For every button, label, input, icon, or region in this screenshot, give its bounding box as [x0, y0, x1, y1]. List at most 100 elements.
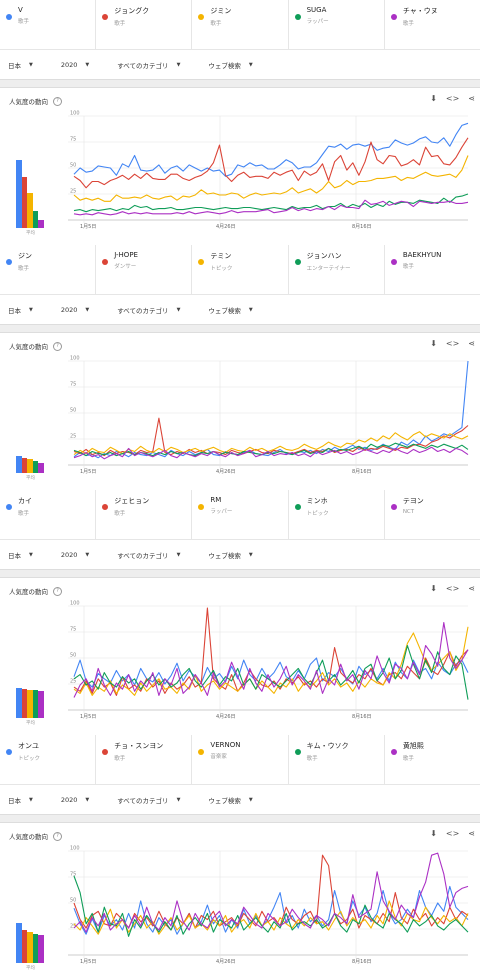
legend-term: ジン [18, 252, 32, 260]
embed-icon[interactable]: <> [445, 584, 460, 593]
help-icon[interactable]: ? [53, 586, 62, 596]
series-dot-icon [294, 504, 301, 510]
caret-down-icon: ▼ [85, 551, 90, 558]
y-tick-label: 50 [70, 898, 76, 904]
category-filter[interactable]: すべてのカテゴリ ▼ [117, 305, 180, 315]
average-label: 平均 [26, 966, 35, 971]
embed-icon[interactable]: <> [445, 94, 460, 103]
y-tick-label: 25 [70, 189, 76, 195]
y-tick-label: 75 [70, 137, 76, 143]
legend-item[interactable]: 黄旭熙 歌手 [385, 735, 480, 784]
search-type-filter[interactable]: ウェブ検索 ▼ [208, 795, 252, 805]
legend-item[interactable]: VERNON 音楽家 [192, 735, 289, 784]
legend-item[interactable]: ジェヒョン 歌手 [96, 490, 193, 539]
caret-down-icon: ▼ [248, 796, 253, 803]
legend-item[interactable]: オンユ トピック [0, 735, 97, 784]
category-filter[interactable]: すべてのカテゴリ ▼ [117, 550, 180, 560]
average-bar [27, 690, 33, 718]
comparison-legend: オンユ トピック チョ・スンヨン 歌手 VERNON 音楽家 キム・ウソク 歌手 黄旭熙 歌手 [0, 735, 480, 785]
x-tick-label: 8月16日 [352, 959, 372, 965]
legend-item[interactable]: チャ・ウヌ 歌手 [385, 0, 480, 49]
caret-down-icon: ▼ [85, 61, 90, 68]
region-filter[interactable]: 日本 ▼ [8, 305, 33, 315]
category-filter[interactable]: すべてのカテゴリ ▼ [117, 60, 180, 70]
legend-term: ジェヒョン [114, 497, 150, 505]
search-type-filter[interactable]: ウェブ検索 ▼ [208, 305, 252, 315]
series-dot-icon [102, 504, 109, 510]
year-filter[interactable]: 2020 ▼ [61, 796, 89, 804]
section-gap [0, 570, 480, 578]
series-dot-icon [294, 14, 301, 20]
download-icon[interactable]: ⬇ [430, 94, 437, 103]
category-filter[interactable]: すべてのカテゴリ ▼ [117, 795, 180, 805]
download-icon[interactable]: ⬇ [430, 339, 437, 348]
legend-item[interactable]: ジミン 歌手 [192, 0, 289, 49]
legend-item[interactable]: ミンホ トピック [289, 490, 385, 539]
legend-item[interactable]: テミン トピック [192, 245, 289, 294]
series-line [73, 122, 469, 177]
line-chart: 25 50 75 100 1月5日 4月26日 8月16日 [68, 601, 469, 720]
legend-category: 歌手 [114, 511, 126, 517]
legend-category: トピック [306, 511, 329, 517]
average-bar [21, 177, 28, 228]
legend-item[interactable]: ジョングク 歌手 [96, 0, 193, 49]
x-tick-label: 1月5日 [80, 959, 96, 965]
average-bar [27, 459, 33, 473]
average-label: 平均 [26, 721, 35, 726]
legend-item[interactable]: キム・ウソク 歌手 [289, 735, 385, 784]
caret-down-icon: ▼ [176, 306, 181, 313]
comparison-legend: V 歌手 ジョングク 歌手 ジミン 歌手 SUGA ラッパー チャ・ウヌ 歌手 [0, 0, 480, 50]
y-tick-label: 75 [70, 382, 76, 388]
legend-item[interactable]: ジン 歌手 [0, 245, 97, 294]
line-chart: 25 50 75 100 1月5日 4月26日 8月16日 [68, 111, 469, 230]
caret-down-icon: ▼ [85, 796, 90, 803]
embed-icon[interactable]: <> [445, 339, 460, 348]
x-tick-label: 8月16日 [352, 714, 372, 720]
region-filter[interactable]: 日本 ▼ [8, 60, 33, 70]
average-bars: 平均 [14, 128, 50, 236]
legend-term: V [18, 6, 23, 14]
download-icon[interactable]: ⬇ [430, 829, 437, 838]
filter-bar: 日本 ▼ 2020 ▼ すべてのカテゴリ ▼ ウェブ検索 ▼ [0, 540, 480, 570]
share-icon[interactable]: ⋖ [468, 94, 475, 103]
average-bar [38, 463, 44, 473]
help-icon[interactable]: ? [53, 96, 62, 106]
year-filter[interactable]: 2020 ▼ [61, 306, 89, 314]
share-icon[interactable]: ⋖ [468, 339, 475, 348]
panel-tools: ⬇ <> ⋖ [430, 94, 475, 103]
legend-item[interactable]: ジョンハン エンターテイナー [289, 245, 385, 294]
legend-term: 黄旭熙 [402, 742, 424, 750]
legend-item[interactable]: RM ラッパー [192, 490, 289, 539]
share-icon[interactable]: ⋖ [468, 829, 475, 838]
search-type-filter[interactable]: ウェブ検索 ▼ [208, 550, 252, 560]
region-filter[interactable]: 日本 ▼ [8, 550, 33, 560]
legend-term: テミン [210, 252, 232, 260]
filter-label: 日本 [8, 796, 21, 805]
download-icon[interactable]: ⬇ [430, 584, 437, 593]
legend-item[interactable]: SUGA ラッパー [289, 0, 385, 49]
region-filter[interactable]: 日本 ▼ [8, 795, 33, 805]
caret-down-icon: ▼ [176, 551, 181, 558]
panel-tools: ⬇ <> ⋖ [430, 584, 475, 593]
legend-item[interactable]: V 歌手 [0, 0, 97, 49]
year-filter[interactable]: 2020 ▼ [61, 551, 89, 559]
legend-item[interactable]: テヨン NCT [385, 490, 480, 539]
help-icon[interactable]: ? [53, 341, 62, 351]
search-type-filter[interactable]: ウェブ検索 ▼ [208, 60, 252, 70]
legend-category: エンターテイナー [306, 266, 351, 272]
legend-item[interactable]: カイ 歌手 [0, 490, 97, 539]
help-icon[interactable]: ? [53, 831, 62, 841]
average-bars: 平均 [14, 618, 50, 726]
legend-item[interactable]: J-HOPE ダンサー [96, 245, 193, 294]
series-dot-icon [102, 14, 109, 20]
caret-down-icon: ▼ [29, 61, 33, 68]
caret-down-icon: ▼ [176, 796, 181, 803]
line-chart: 25 50 75 100 1月5日 4月26日 8月16日 [68, 356, 469, 475]
embed-icon[interactable]: <> [445, 829, 460, 838]
legend-term: チョ・スンヨン [114, 742, 164, 750]
year-filter[interactable]: 2020 ▼ [61, 61, 89, 69]
legend-category: 歌手 [18, 266, 30, 272]
legend-item[interactable]: チョ・スンヨン 歌手 [96, 735, 193, 784]
share-icon[interactable]: ⋖ [468, 584, 475, 593]
legend-item[interactable]: BAEKHYUN 歌手 [385, 245, 480, 294]
